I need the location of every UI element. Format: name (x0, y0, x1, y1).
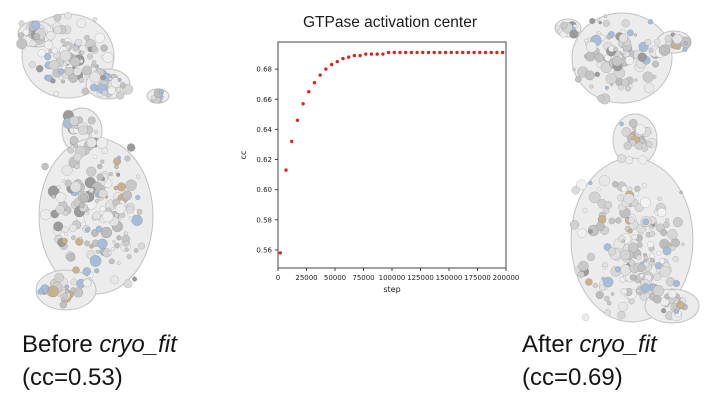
plot-axes (277, 41, 507, 269)
svg-text:75000: 75000 (352, 274, 374, 282)
caption-after-cc-value: (cc=0.69) (522, 364, 623, 391)
caption-before-cc-value: (cc=0.53) (22, 364, 123, 391)
svg-text:0.68: 0.68 (256, 66, 272, 74)
y-axis-ticks: 0.56 0.58 0.60 0.62 0.64 0.66 0.68 (256, 66, 278, 254)
svg-text:0.66: 0.66 (256, 96, 272, 104)
svg-text:50000: 50000 (324, 274, 346, 282)
x-axis-label: step (383, 285, 400, 294)
caption-before-title: Before cryo_fit (22, 328, 177, 361)
caption-before: Before cryo_fit (cc=0.53) (22, 328, 177, 394)
caption-before-prefix: Before (22, 331, 100, 358)
svg-text:0.58: 0.58 (256, 216, 272, 224)
caption-after-title: After cryo_fit (522, 328, 657, 361)
cc-chart: GTPase activation center 0 25000 50000 7500… (232, 14, 520, 306)
density-speckles (555, 14, 692, 322)
cc-scatter-plot: 0 25000 50000 75000 100000 125000 150000 175000… (239, 41, 520, 294)
x-axis-ticks: 0 25000 50000 75000 100000 125000 150000 175000… (276, 268, 520, 282)
caption-before-program-name: cryo_fit (99, 331, 177, 358)
svg-text:0.60: 0.60 (256, 186, 272, 194)
svg-text:200000: 200000 (493, 274, 520, 282)
molecule-before-image (16, 11, 170, 311)
svg-text:25000: 25000 (295, 274, 317, 282)
svg-text:175000: 175000 (464, 274, 491, 282)
density-speckles (16, 11, 165, 309)
svg-text:100000: 100000 (379, 274, 406, 282)
svg-text:125000: 125000 (407, 274, 434, 282)
svg-text:150000: 150000 (436, 274, 463, 282)
svg-text:0.56: 0.56 (256, 246, 272, 254)
scatter-points (278, 50, 505, 255)
caption-after-prefix: After (522, 331, 580, 358)
svg-text:0: 0 (276, 274, 280, 282)
molecule-after-image (554, 12, 700, 324)
caption-after-program-name: cryo_fit (579, 331, 657, 358)
y-axis-label: cc (239, 151, 248, 160)
svg-text:0.64: 0.64 (256, 126, 272, 134)
svg-text:0.62: 0.62 (256, 156, 272, 164)
chart-title: GTPase activation center (302, 14, 478, 31)
caption-after: After cryo_fit (cc=0.69) (522, 328, 657, 394)
